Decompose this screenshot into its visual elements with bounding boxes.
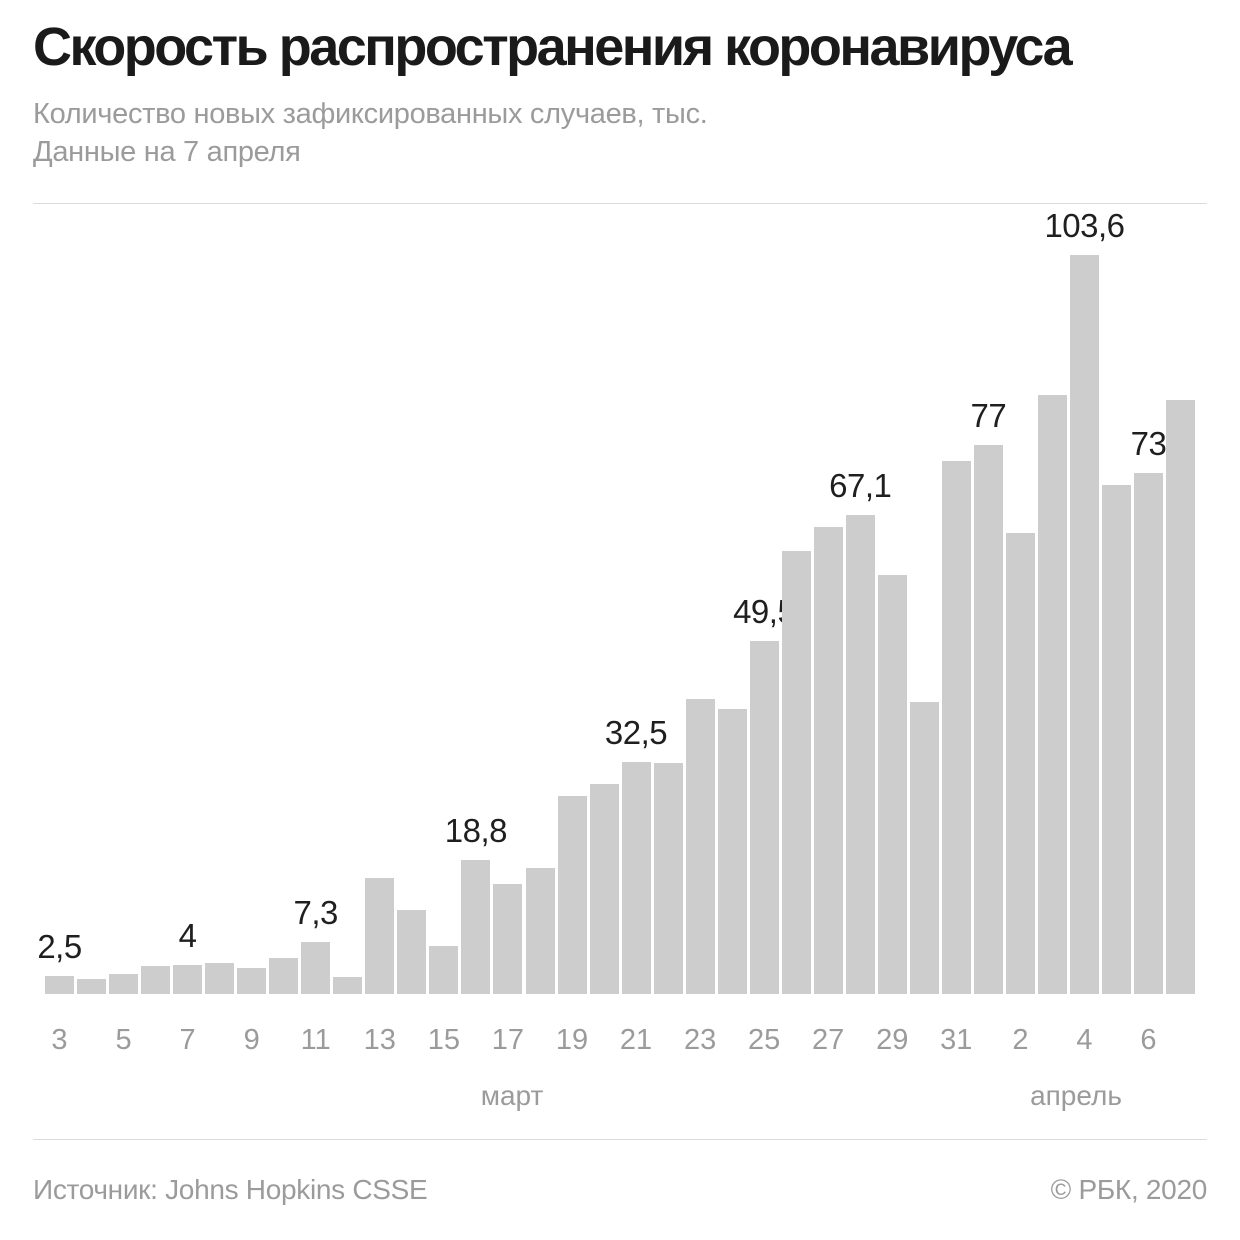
bottom-divider <box>33 1139 1207 1140</box>
bar-mar-10 <box>269 958 299 994</box>
page-title: Скорость распространения коронавируса <box>33 17 1073 77</box>
bar-mar-31 <box>941 461 971 994</box>
month-label-april: апрель <box>1030 1080 1122 1111</box>
bar-mar-12 <box>333 977 363 994</box>
copyright: © РБК, 2020 <box>1050 1174 1208 1205</box>
x-tick-label: 11 <box>300 1024 331 1056</box>
bar-mar-21 <box>621 762 651 994</box>
bar-value-label: 32,5 <box>604 714 668 751</box>
bar-mar-16 <box>461 860 491 994</box>
bar-mar-23 <box>685 699 715 994</box>
x-tick-label: 17 <box>491 1024 525 1056</box>
bar-mar-5 <box>109 974 139 994</box>
chart-subtitle-block: Количество новых зафиксированных случаев… <box>33 95 708 171</box>
bar-mar-8 <box>205 963 235 994</box>
bar-value-label: 103,6 <box>1044 207 1125 244</box>
bar-mar-4 <box>77 979 106 994</box>
bar-value-label: 2,5 <box>37 928 82 965</box>
x-tick-label: 29 <box>876 1024 909 1056</box>
bar-mar-28 <box>845 515 875 994</box>
bar-mar-30 <box>909 702 939 994</box>
bar-mar-19 <box>557 796 587 994</box>
x-tick-label: 25 <box>748 1024 781 1056</box>
top-divider <box>33 203 1207 204</box>
bar-apr-3 <box>1037 395 1067 994</box>
bar-value-label: 18,8 <box>444 812 508 849</box>
x-tick-label: 21 <box>619 1024 653 1056</box>
bar-apr-4 <box>1070 255 1099 994</box>
bar-mar-9 <box>237 968 267 994</box>
bar-mar-27 <box>813 527 843 994</box>
bar-apr-2 <box>1005 533 1035 994</box>
bar-apr-5 <box>1102 485 1131 994</box>
bar-mar-3 <box>45 976 74 994</box>
chart-data-note: Данные на 7 апреля <box>33 136 301 168</box>
x-tick-label: 5 <box>115 1024 132 1056</box>
x-tick-label: 13 <box>363 1024 396 1056</box>
bar-value-label: 4 <box>178 917 197 954</box>
bar-value-label: 7,3 <box>293 894 339 931</box>
x-tick-label: 7 <box>179 1024 196 1056</box>
bar-chart: 2,5 4 7,3 18,8 32,5 49,5 67,1 77 103,6 73 <box>37 207 1195 994</box>
bar-mar-24 <box>717 709 747 994</box>
x-tick-label: 27 <box>812 1024 845 1056</box>
bar-mar-14 <box>397 910 427 994</box>
x-tick-label: 19 <box>555 1024 589 1056</box>
x-tick-label: 2 <box>1012 1024 1029 1056</box>
bar-mar-18 <box>525 868 555 994</box>
bar-mar-22 <box>653 763 683 994</box>
bar-mar-6 <box>141 966 171 994</box>
bar-mar-17 <box>493 884 523 994</box>
bar-mar-7 <box>173 965 203 994</box>
x-tick-label: 31 <box>940 1024 973 1056</box>
bar-mar-29 <box>877 575 907 994</box>
bar-mar-11 <box>301 942 331 994</box>
bar-mar-15 <box>429 946 459 994</box>
bar-apr-6 <box>1134 473 1163 994</box>
x-tick-label: 15 <box>427 1024 461 1056</box>
x-tick-label: 4 <box>1076 1024 1093 1056</box>
bar-value-label: 73 <box>1130 425 1167 462</box>
bar-apr-7 <box>1166 400 1195 994</box>
bar-mar-25 <box>749 641 779 994</box>
bar-mar-20 <box>589 784 619 994</box>
bar-value-label: 67,1 <box>829 467 892 504</box>
chart-subtitle: Количество новых зафиксированных случаев… <box>33 98 708 130</box>
bar-mar-26 <box>781 551 811 994</box>
month-label-march: март <box>480 1080 544 1111</box>
source-credit: Источник: Johns Hopkins CSSE <box>33 1174 428 1205</box>
x-tick-label: 6 <box>1140 1024 1157 1056</box>
x-tick-label: 23 <box>683 1024 717 1056</box>
x-tick-label: 9 <box>243 1024 260 1056</box>
bar-mar-13 <box>365 878 395 994</box>
bar-value-label: 77 <box>970 397 1007 434</box>
x-tick-label: 3 <box>51 1024 68 1056</box>
bar-apr-1 <box>973 445 1003 994</box>
